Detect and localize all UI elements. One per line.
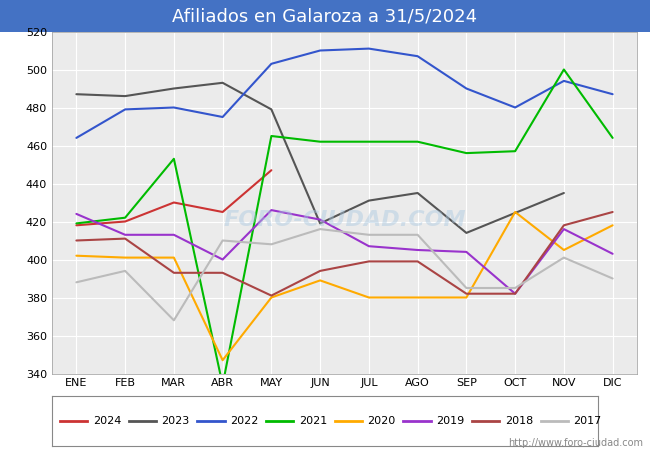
Text: 2019: 2019 (436, 416, 464, 426)
Text: FORO-CIUDAD.COM: FORO-CIUDAD.COM (223, 210, 466, 230)
Text: http://www.foro-ciudad.com: http://www.foro-ciudad.com (508, 438, 644, 448)
Text: 2022: 2022 (230, 416, 259, 426)
Text: 2021: 2021 (299, 416, 327, 426)
Text: 2017: 2017 (573, 416, 602, 426)
Text: 2023: 2023 (162, 416, 190, 426)
Text: Afiliados en Galaroza a 31/5/2024: Afiliados en Galaroza a 31/5/2024 (172, 7, 478, 25)
Text: 2018: 2018 (505, 416, 533, 426)
Text: 2024: 2024 (93, 416, 122, 426)
Text: 2020: 2020 (367, 416, 396, 426)
